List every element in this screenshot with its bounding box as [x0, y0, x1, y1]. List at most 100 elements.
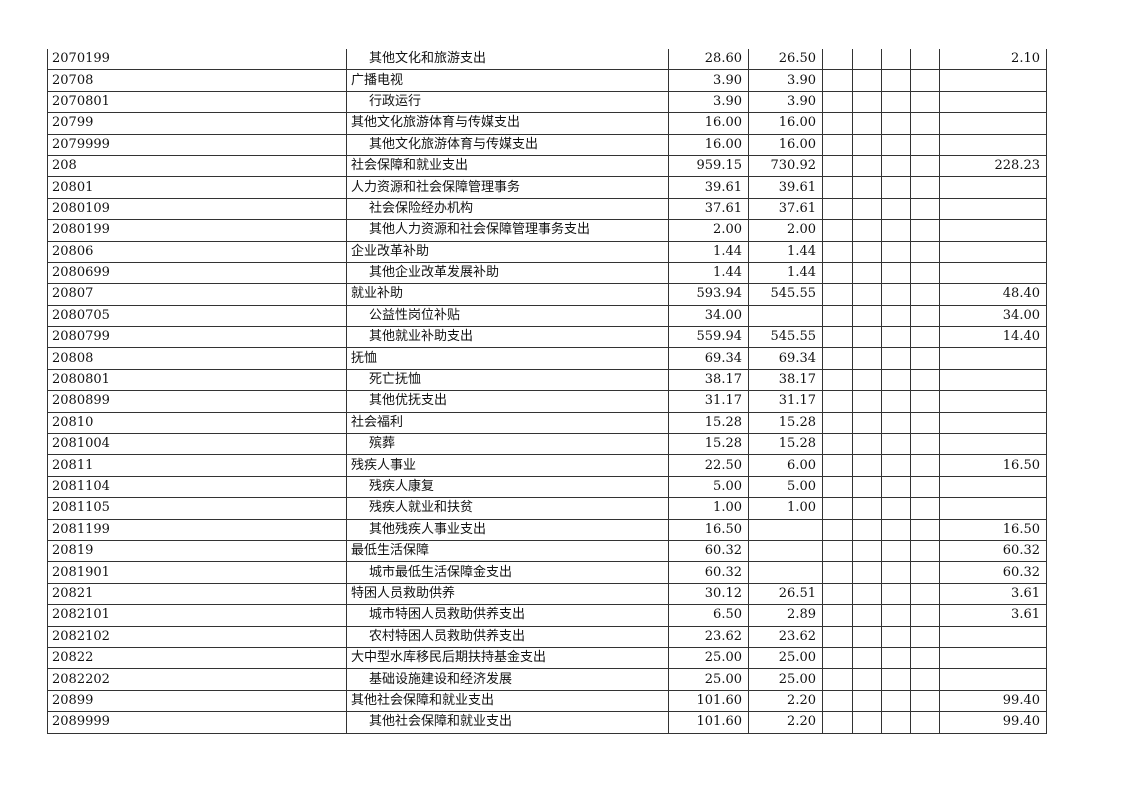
amount-cell-c5: [881, 261, 911, 285]
amount-cell-c7: [939, 69, 1047, 92]
table-row: 2079999 其他文化旅游体育与传媒支出 16.00 16.00: [47, 133, 1047, 156]
subject-code-cell: 2082102: [47, 625, 347, 648]
amount-cell-c5: [881, 49, 911, 71]
amount-cell-c1: 16.00: [668, 133, 749, 156]
amount-cell-c6: [910, 49, 940, 71]
amount-cell-c5: [881, 711, 911, 734]
amount-cell-c3: [822, 433, 853, 456]
amount-cell-c2: 38.17: [748, 368, 823, 392]
amount-cell-c3: [822, 497, 853, 520]
amount-cell-c6: [910, 326, 940, 349]
subject-code-cell: 20821: [47, 582, 347, 606]
subject-code-cell: 2080899: [47, 390, 347, 413]
amount-cell-c6: [910, 219, 940, 242]
amount-cell-c6: [910, 283, 940, 306]
amount-cell-c7: 3.61: [939, 604, 1047, 627]
amount-cell-c7: [939, 261, 1047, 285]
amount-cell-c6: [910, 368, 940, 392]
subject-name-cell: 就业补助: [346, 283, 669, 306]
subject-code-cell: 2080799: [47, 326, 347, 349]
amount-cell-c1: 28.60: [668, 49, 749, 71]
subject-name-cell: 基础设施建设和经济发展: [346, 668, 669, 691]
amount-cell-c1: 39.61: [668, 176, 749, 199]
amount-cell-c3: [822, 411, 853, 435]
subject-name-cell: 残疾人就业和扶贫: [346, 497, 669, 520]
subject-code-cell: 20810: [47, 411, 347, 435]
subject-code-cell: 2089999: [47, 711, 347, 734]
amount-cell-c4: [852, 326, 882, 349]
subject-code-cell: 2081104: [47, 475, 347, 499]
table-row: 2089999 其他社会保障和就业支出 101.60 2.20 99.40: [47, 711, 1047, 734]
amount-cell-c6: [910, 711, 940, 734]
amount-cell-c7: [939, 90, 1047, 114]
table-row: 20810 社会福利 15.28 15.28: [47, 411, 1047, 435]
subject-name-cell: 特困人员救助供养: [346, 582, 669, 606]
table-row: 2070801 行政运行 3.90 3.90: [47, 90, 1047, 114]
amount-cell-c4: [852, 604, 882, 627]
amount-cell-c4: [852, 69, 882, 92]
subject-code-cell: 2080199: [47, 219, 347, 242]
amount-cell-c4: [852, 154, 882, 178]
amount-cell-c4: [852, 197, 882, 221]
subject-name-cell: 其他残疾人事业支出: [346, 518, 669, 541]
amount-cell-c5: [881, 368, 911, 392]
subject-name-cell: 抚恤: [346, 347, 669, 370]
amount-cell-c6: [910, 197, 940, 221]
amount-cell-c2: 1.44: [748, 261, 823, 285]
subject-code-cell: 2081199: [47, 518, 347, 541]
subject-name-cell: 最低生活保障: [346, 539, 669, 563]
table-row: 2080705 公益性岗位补贴 34.00 34.00: [47, 304, 1047, 328]
amount-cell-c7: 99.40: [939, 689, 1047, 713]
amount-cell-c7: [939, 475, 1047, 499]
amount-cell-c7: [939, 368, 1047, 392]
amount-cell-c6: [910, 689, 940, 713]
amount-cell-c4: [852, 454, 882, 477]
amount-cell-c4: [852, 90, 882, 114]
subject-name-cell: 残疾人康复: [346, 475, 669, 499]
amount-cell-c3: [822, 240, 853, 263]
amount-cell-c1: 25.00: [668, 646, 749, 670]
amount-cell-c1: 22.50: [668, 454, 749, 477]
table-row: 2082101 城市特困人员救助供养支出 6.50 2.89 3.61: [47, 604, 1047, 627]
amount-cell-c2: 69.34: [748, 347, 823, 370]
amount-cell-c5: [881, 411, 911, 435]
amount-cell-c3: [822, 90, 853, 114]
amount-cell-c7: [939, 390, 1047, 413]
amount-cell-c4: [852, 390, 882, 413]
subject-code-cell: 2080801: [47, 368, 347, 392]
amount-cell-c7: 60.32: [939, 561, 1047, 584]
table-row: 20799 其他文化旅游体育与传媒支出 16.00 16.00: [47, 112, 1047, 135]
amount-cell-c5: [881, 304, 911, 328]
subject-name-cell: 农村特困人员救助供养支出: [346, 625, 669, 648]
amount-cell-c3: [822, 518, 853, 541]
amount-cell-c3: [822, 347, 853, 370]
subject-code-cell: 2070801: [47, 90, 347, 114]
amount-cell-c2: 15.28: [748, 411, 823, 435]
subject-code-cell: 2081105: [47, 497, 347, 520]
subject-name-cell: 其他社会保障和就业支出: [346, 711, 669, 734]
table-row: 2081199 其他残疾人事业支出 16.50 16.50: [47, 518, 1047, 541]
budget-table: 2070199 其他文化和旅游支出 28.60 26.50 2.10 20708 广播电视 3…: [47, 49, 1047, 734]
amount-cell-c5: [881, 433, 911, 456]
amount-cell-c6: [910, 497, 940, 520]
amount-cell-c7: 14.40: [939, 326, 1047, 349]
subject-name-cell: 城市最低生活保障金支出: [346, 561, 669, 584]
subject-code-cell: 2080109: [47, 197, 347, 221]
amount-cell-c7: 48.40: [939, 283, 1047, 306]
amount-cell-c7: 99.40: [939, 711, 1047, 734]
amount-cell-c4: [852, 497, 882, 520]
amount-cell-c7: [939, 112, 1047, 135]
table-row: 2080801 死亡抚恤 38.17 38.17: [47, 368, 1047, 392]
subject-code-cell: 2079999: [47, 133, 347, 156]
amount-cell-c5: [881, 475, 911, 499]
amount-cell-c7: [939, 133, 1047, 156]
amount-cell-c6: [910, 176, 940, 199]
amount-cell-c7: 60.32: [939, 539, 1047, 563]
table-row: 2081104 残疾人康复 5.00 5.00: [47, 475, 1047, 499]
amount-cell-c4: [852, 49, 882, 71]
table-row: 2080109 社会保险经办机构 37.61 37.61: [47, 197, 1047, 221]
amount-cell-c4: [852, 582, 882, 606]
amount-cell-c1: 37.61: [668, 197, 749, 221]
amount-cell-c4: [852, 625, 882, 648]
subject-name-cell: 社会福利: [346, 411, 669, 435]
